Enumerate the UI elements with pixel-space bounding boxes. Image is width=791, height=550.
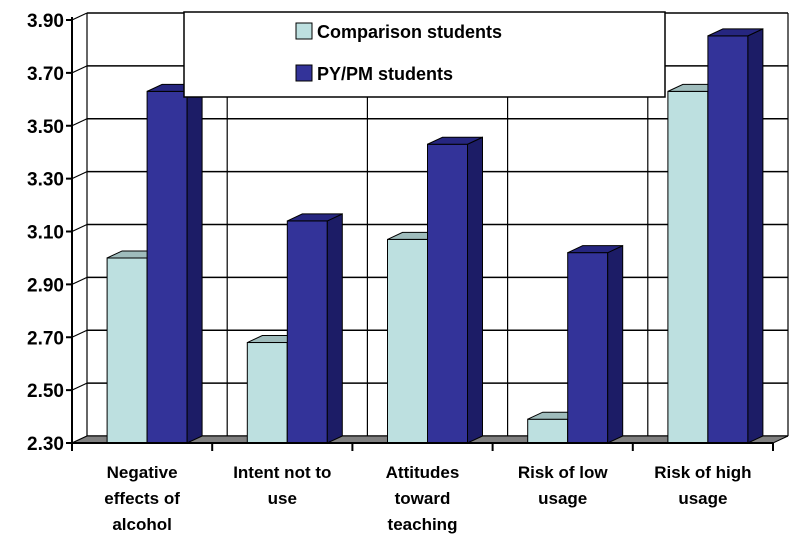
gridline-side <box>71 118 88 127</box>
y-tick-label: 3.90 <box>27 11 64 32</box>
legend-box <box>183 11 666 98</box>
bar-front <box>286 220 328 444</box>
legend-label: PY/PM students <box>317 64 453 84</box>
y-tick-label: 2.90 <box>27 275 64 296</box>
y-tick-label: 2.50 <box>27 381 64 402</box>
legend: Comparison students PY/PM students <box>183 11 666 98</box>
x-axis-category-labels: Negative effects of alcohol Intent not to us… <box>104 463 751 534</box>
x-category-label-line: use <box>268 489 297 508</box>
x-category-label-line: toward <box>395 489 451 508</box>
gridline-side <box>71 171 88 180</box>
bar-side <box>326 213 343 444</box>
x-category-label-line: Risk of low <box>518 463 609 482</box>
x-category-label-line: usage <box>538 489 587 508</box>
bar-front <box>246 342 288 444</box>
gridline-side <box>71 12 88 21</box>
bar <box>286 213 343 444</box>
y-tick-label: 2.70 <box>27 328 64 349</box>
y-axis-tick-labels: 2.30 2.50 2.70 2.90 3.10 3.30 3.50 3.70 3.90 <box>27 11 64 455</box>
y-tick-label: 2.30 <box>27 434 64 455</box>
bar-side <box>467 136 483 444</box>
bar-top <box>287 213 343 222</box>
x-category-label: Negative effects of alcohol <box>104 463 180 534</box>
gridline-side <box>71 276 88 285</box>
bar-side <box>186 83 203 444</box>
x-category-label-line: Intent not to <box>233 463 331 482</box>
bar <box>567 244 624 444</box>
bar-front <box>567 252 609 444</box>
y-tick-label: 3.70 <box>27 64 64 85</box>
legend-swatch <box>295 64 313 82</box>
bar-front <box>427 143 468 444</box>
x-category-label-line: teaching <box>388 515 458 534</box>
x-category-label-line: Attitudes <box>386 463 460 482</box>
x-category-label-line: effects of <box>104 489 180 508</box>
gridline-side <box>71 382 88 391</box>
bar <box>427 136 483 444</box>
bar <box>146 83 203 444</box>
x-category-label-line: Negative <box>107 463 178 482</box>
y-tick-label: 3.30 <box>27 170 64 191</box>
x-category-label-line: Risk of high <box>654 463 751 482</box>
bar-front <box>106 257 148 444</box>
axes <box>66 17 774 451</box>
gridline-side <box>71 329 88 338</box>
legend-label: Comparison students <box>317 22 502 42</box>
y-tick-label: 3.10 <box>27 223 64 244</box>
x-category-label: Attitudes toward teaching <box>386 463 460 534</box>
bar-top <box>567 245 623 254</box>
x-category-label-line: alcohol <box>112 515 172 534</box>
bar-side <box>747 28 764 444</box>
bar-front <box>667 90 709 444</box>
bar-front <box>146 90 188 444</box>
bar <box>707 28 764 444</box>
bar-front <box>387 238 428 444</box>
legend-swatch <box>295 22 313 40</box>
x-category-label: Risk of low usage <box>518 463 609 508</box>
gridline-side <box>71 65 88 74</box>
bar-top <box>707 28 764 37</box>
bar-top <box>427 136 483 145</box>
x-category-label-line: usage <box>678 489 727 508</box>
x-category-label: Intent not to use <box>233 463 331 508</box>
bars <box>106 28 764 444</box>
x-category-label: Risk of high usage <box>654 463 751 508</box>
bar-side <box>607 244 624 444</box>
bar-front <box>707 35 749 444</box>
gridline-side <box>71 223 88 233</box>
bar-front <box>527 418 569 444</box>
y-tick-label: 3.50 <box>27 117 64 138</box>
